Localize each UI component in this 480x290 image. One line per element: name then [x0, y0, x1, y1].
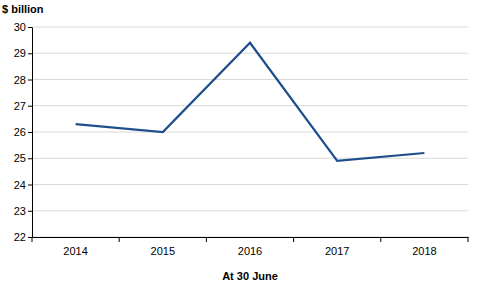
y-tick: 27	[14, 100, 32, 112]
grid-line	[32, 79, 468, 80]
y-tick-label: 25	[14, 152, 26, 164]
y-tick-mark	[28, 237, 32, 238]
y-tick-mark	[28, 80, 32, 81]
y-tick-label: 27	[14, 100, 26, 112]
category-separator	[380, 237, 381, 242]
category-separator	[206, 237, 207, 242]
grid-line	[32, 184, 468, 185]
x-tick: 2014	[63, 245, 87, 257]
category-separator	[32, 237, 33, 242]
category-separator	[468, 237, 469, 242]
grid-line	[32, 105, 468, 106]
y-tick: 30	[14, 21, 32, 33]
y-tick-label: 24	[14, 179, 26, 191]
y-tick-mark	[28, 185, 32, 186]
y-tick-label: 22	[14, 231, 26, 243]
x-axis-title: At 30 June	[222, 270, 278, 282]
x-tick: 2017	[325, 245, 349, 257]
y-tick: 22	[14, 231, 32, 243]
grid-line	[32, 210, 468, 211]
y-tick-label: 23	[14, 205, 26, 217]
grid	[32, 27, 468, 237]
y-tick: 24	[14, 179, 32, 191]
category-separator	[293, 237, 294, 242]
y-axis-line	[32, 28, 33, 238]
grid-line	[32, 53, 468, 54]
grid-line	[32, 158, 468, 159]
x-tick: 2015	[151, 245, 175, 257]
y-tick: 28	[14, 74, 32, 86]
y-tick: 23	[14, 205, 32, 217]
y-tick: 26	[14, 126, 32, 138]
y-tick-mark	[28, 211, 32, 212]
x-axis-line	[33, 237, 469, 238]
x-tick: 2016	[238, 245, 262, 257]
category-separator	[119, 237, 120, 242]
y-tick-label: 26	[14, 126, 26, 138]
plot-area: 22 23 24 25 26 27 28 29 30 2014 2015 2016 2017 2018	[14, 21, 469, 257]
y-axis-title: $ billion	[2, 3, 44, 15]
x-tick-label: 2015	[151, 245, 175, 257]
x-tick-label: 2016	[238, 245, 262, 257]
x-tick: 2018	[412, 245, 436, 257]
y-tick-label: 28	[14, 74, 26, 86]
y-tick-label: 30	[14, 21, 26, 33]
grid-line	[32, 132, 468, 133]
y-tick-mark	[28, 53, 32, 54]
data-line	[76, 43, 425, 161]
y-axis: 22 23 24 25 26 27 28 29 30	[14, 21, 33, 243]
y-tick-label: 29	[14, 47, 26, 59]
y-tick-mark	[28, 106, 32, 107]
y-tick: 25	[14, 152, 32, 164]
x-axis: 2014 2015 2016 2017 2018	[32, 237, 469, 257]
grid-line	[32, 27, 468, 28]
y-tick-mark	[28, 132, 32, 133]
x-tick-label: 2014	[63, 245, 87, 257]
y-tick: 29	[14, 47, 32, 59]
y-tick-mark	[28, 158, 32, 159]
y-tick-mark	[28, 27, 32, 28]
x-tick-label: 2018	[412, 245, 436, 257]
grid-line	[32, 237, 468, 238]
series	[76, 43, 425, 161]
chart: 22 23 24 25 26 27 28 29 30 2014 2015 2016 2017 2018 $ …	[0, 0, 480, 290]
x-tick-label: 2017	[325, 245, 349, 257]
